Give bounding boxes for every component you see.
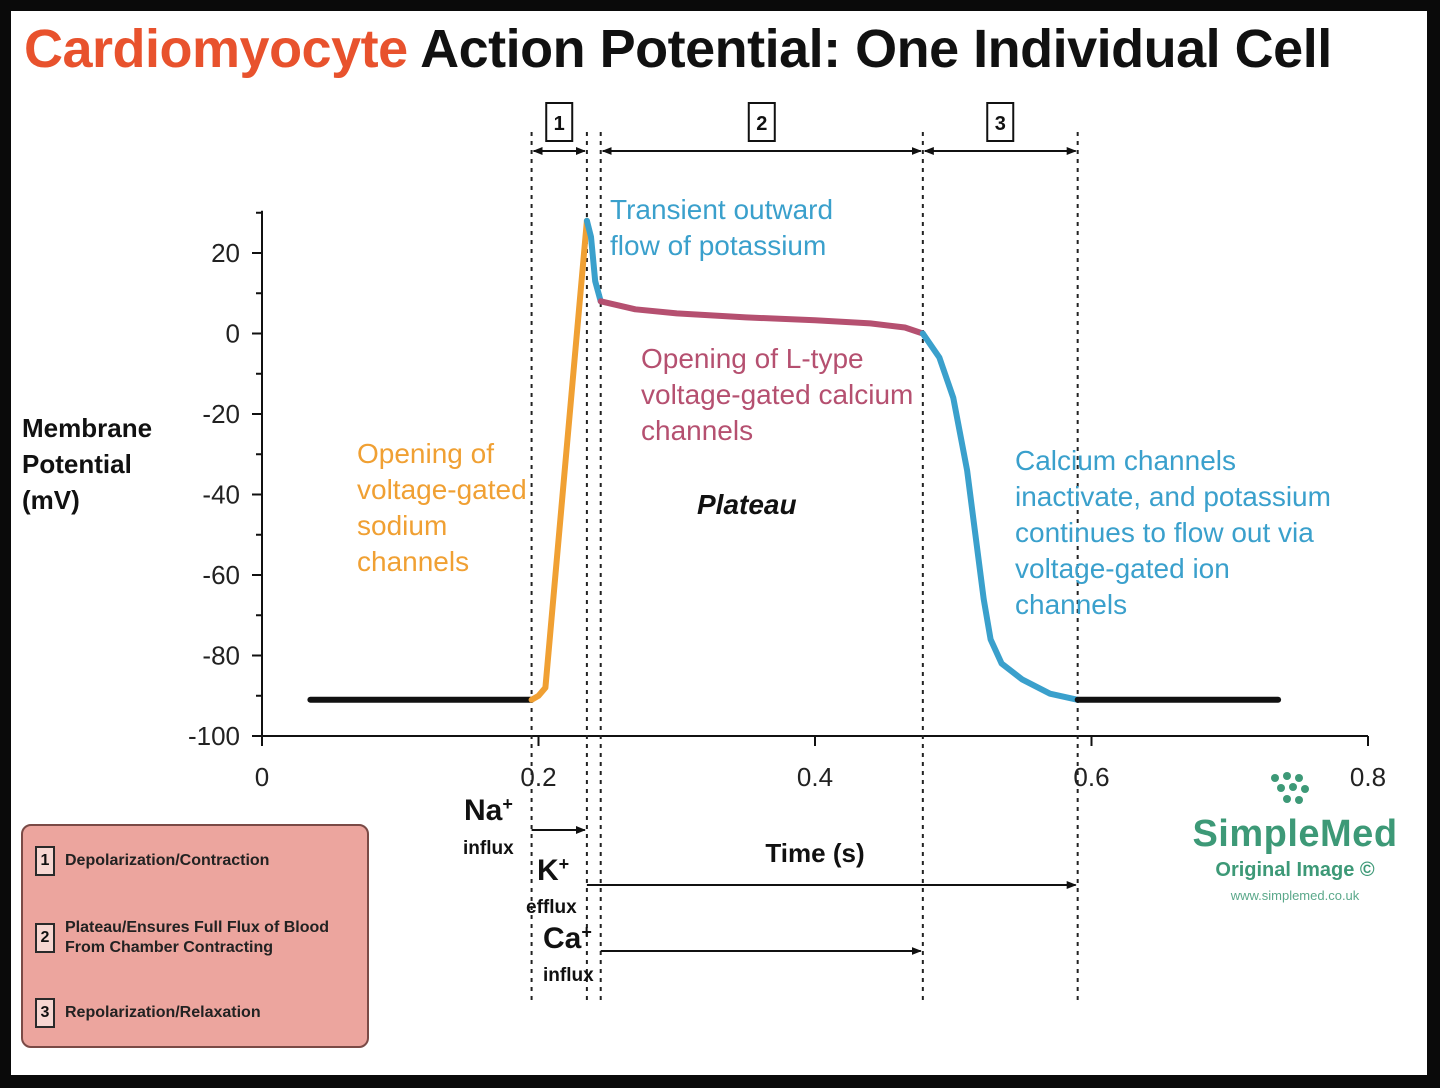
depolarization-curve — [528, 217, 590, 703]
dots-logo-icon — [1271, 772, 1309, 804]
y-tick-label: -100 — [188, 721, 240, 751]
phase-number-box — [545, 102, 574, 142]
repolarization-annotation: Calcium channels — [1015, 445, 1236, 476]
ion-direction-label: influx — [543, 965, 594, 986]
legend-label: Repolarization/Relaxation — [65, 1004, 261, 1021]
y-tick-label: -20 — [202, 399, 240, 429]
x-tick-label: 0 — [255, 762, 269, 792]
brand-block: SimpleMed Original Image © www.simplemed… — [1190, 770, 1400, 903]
x-tick-label: 0.8 — [1350, 762, 1386, 792]
calcium-annotation: voltage-gated calcium — [641, 379, 913, 410]
plateau-curve — [597, 298, 926, 337]
plateau-label: Plateau — [697, 489, 797, 520]
repolarization-annotation: voltage-gated ion — [1015, 553, 1230, 584]
potassium-transient-annotation: flow of potassium — [610, 230, 826, 261]
y-axis-title: (mV) — [22, 485, 80, 515]
ion-label: K+ — [537, 854, 569, 887]
legend-label: Plateau/Ensures Full Flux of Blood From … — [65, 919, 330, 956]
legend-number: 2 — [35, 923, 55, 953]
repolarization-annotation: inactivate, and potassium — [1015, 481, 1331, 512]
sodium-annotation: Opening of — [357, 438, 494, 469]
legend-number: 3 — [35, 998, 55, 1028]
y-tick-label: -40 — [202, 480, 240, 510]
ion-direction-label: efflux — [526, 897, 577, 918]
y-tick-label: 0 — [226, 319, 240, 349]
calcium-annotation: channels — [641, 415, 753, 446]
brand-name: SimpleMed — [1192, 813, 1398, 855]
ion-label: Ca+ — [543, 922, 592, 955]
y-axis-title: Membrane — [22, 413, 152, 443]
phase-number-box — [986, 102, 1015, 142]
phase-number: 3 — [995, 113, 1006, 135]
ion-direction-label: influx — [463, 838, 514, 859]
phase-legend: 1 Depolarization/Contraction 2 Plateau/E… — [21, 824, 369, 1048]
repolarization-annotation: channels — [1015, 589, 1127, 620]
page-title: Cardiomyocyte Action Potential: One Indi… — [24, 22, 1332, 76]
legend-item-1: 1 Depolarization/Contraction — [35, 846, 363, 876]
legend-item-2: 2 Plateau/Ensures Full Flux of Blood Fro… — [35, 918, 363, 958]
y-tick-label: -60 — [202, 560, 240, 590]
y-tick-label: 20 — [211, 238, 240, 268]
brand-subtitle: Original Image © — [1215, 859, 1375, 881]
y-tick-label: -80 — [202, 641, 240, 671]
phase-number: 1 — [554, 113, 565, 135]
x-tick-label: 0.6 — [1073, 762, 1109, 792]
y-axis-title: Potential — [22, 449, 132, 479]
phase-number: 2 — [756, 113, 767, 135]
legend-label: Depolarization/Contraction — [65, 852, 270, 869]
early-repolarization-curve — [583, 217, 604, 305]
sodium-annotation: sodium — [357, 510, 447, 541]
brand-url: www.simplemed.co.uk — [1230, 888, 1360, 903]
x-axis-title: Time (s) — [765, 838, 864, 868]
title-highlight: Cardiomyocyte — [24, 19, 408, 79]
calcium-annotation: Opening of L-type — [641, 343, 864, 374]
phase-number-box — [747, 102, 776, 142]
potassium-transient-annotation: Transient outward — [610, 194, 833, 225]
ion-label: Na+ — [464, 794, 513, 827]
legend-item-3: 3 Repolarization/Relaxation — [35, 998, 363, 1028]
x-tick-label: 0.4 — [797, 762, 833, 792]
title-rest: Action Potential: One Individual Cell — [420, 19, 1332, 79]
sodium-annotation: voltage-gated — [357, 474, 527, 505]
repolarization-curve — [919, 330, 1081, 703]
repolarization-annotation: continues to flow out via — [1015, 517, 1314, 548]
legend-number: 1 — [35, 846, 55, 876]
sodium-annotation: channels — [357, 546, 469, 577]
x-tick-label: 0.2 — [520, 762, 556, 792]
